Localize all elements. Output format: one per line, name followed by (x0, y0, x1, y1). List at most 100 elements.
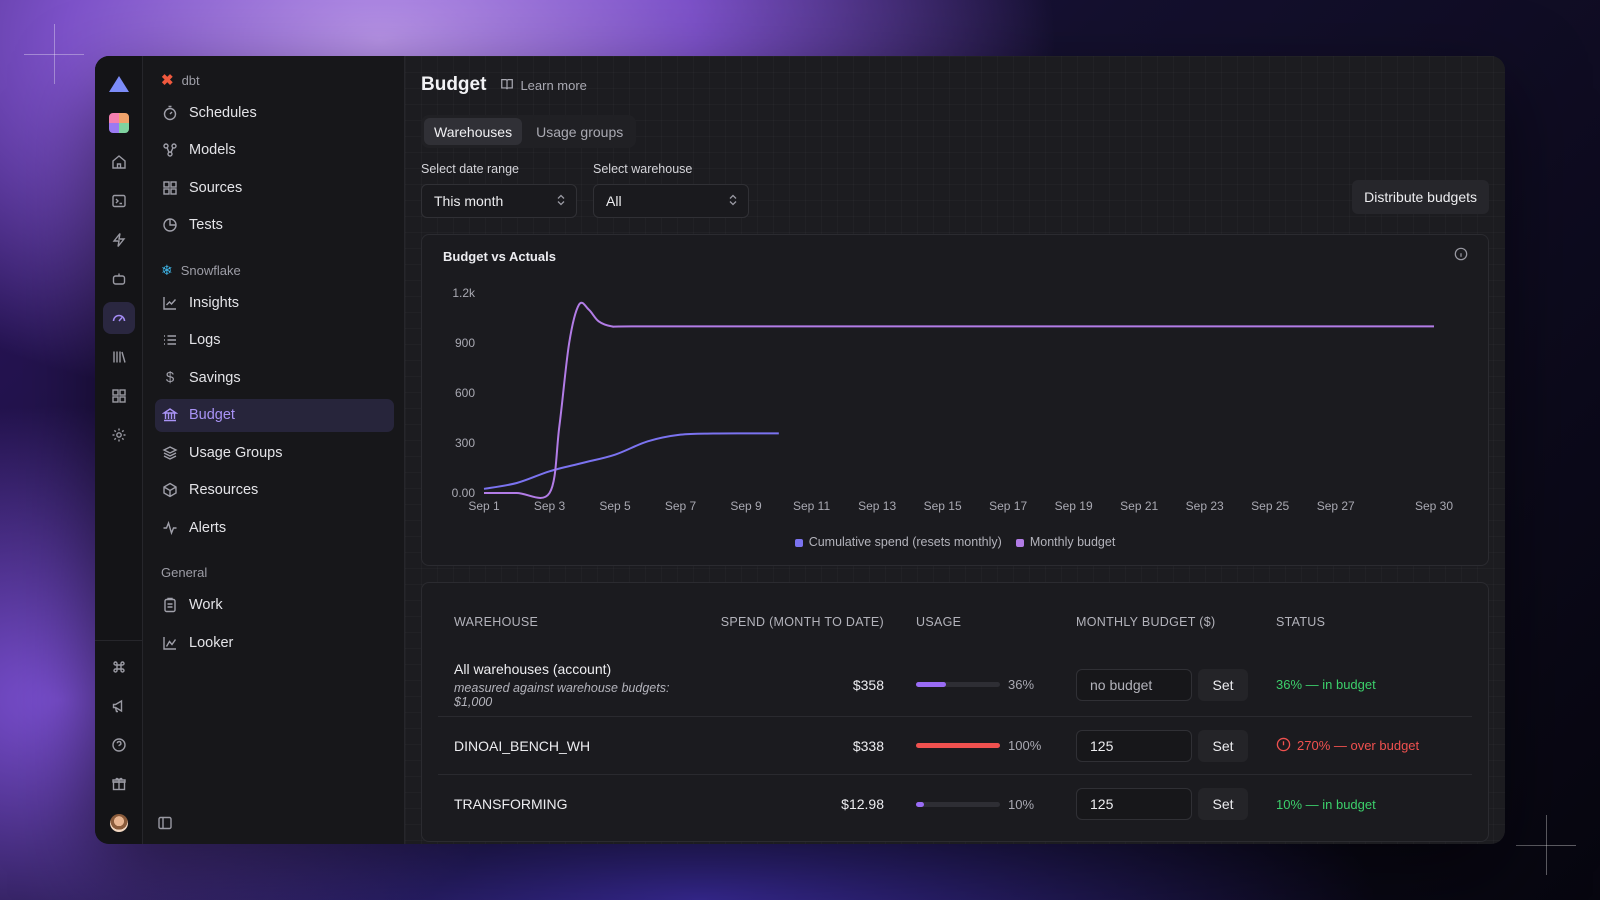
x-tick-label: Sep 1 (468, 499, 500, 513)
status-badge: 36% — in budget (1276, 677, 1376, 692)
box-icon (162, 482, 178, 498)
terminal-icon[interactable] (103, 185, 135, 217)
filters: Select date range This month Select ware… (421, 162, 1489, 218)
sidebar-item-work[interactable]: Work (155, 589, 394, 622)
timer-icon (162, 105, 178, 121)
usage-bar (916, 743, 1000, 748)
budget-vs-actuals-chart: 0.00 300 600 900 1.2k Sep 1 Sep 3 Sep 5 Sep 7 Sep… (452, 286, 1454, 513)
sidebar-item-insights[interactable]: Insights (155, 286, 394, 319)
apps-icon[interactable] (103, 380, 135, 412)
info-icon[interactable] (1454, 247, 1468, 266)
bolt-icon[interactable] (103, 224, 135, 256)
sidebar-item-usage-groups[interactable]: Usage Groups (155, 436, 394, 469)
distribute-budgets-button[interactable]: Distribute budgets (1352, 180, 1489, 214)
warehouse-subtitle: measured against warehouse budgets: $1,0… (454, 680, 670, 709)
x-tick-label: Sep 11 (793, 499, 830, 513)
home-icon[interactable] (103, 146, 135, 178)
models-icon (162, 142, 178, 158)
learn-more-link[interactable]: Learn more (500, 77, 587, 94)
x-tick-label: Sep 25 (1251, 499, 1289, 513)
col-usage: USAGE (916, 615, 962, 629)
sidebar-item-savings[interactable]: $ Savings (155, 361, 394, 394)
spend-value: $338 (852, 737, 884, 754)
megaphone-icon[interactable] (103, 690, 135, 722)
budget-input[interactable]: 125 (1076, 729, 1192, 762)
sidebar-item-schedules[interactable]: Schedules (155, 96, 394, 129)
usage-percent: 36% (1008, 677, 1035, 692)
date-range-select[interactable]: This month (421, 184, 577, 218)
y-tick-label: 1.2k (452, 286, 476, 300)
section-snowflake: ❄ Snowflake (161, 261, 241, 278)
gauge-icon[interactable] (102, 302, 135, 334)
pie-icon (162, 217, 178, 233)
sidebar-item-budget[interactable]: Budget (155, 398, 394, 432)
col-spend: SPEND (MONTH TO DATE) (720, 615, 884, 629)
logo-icon[interactable] (103, 68, 135, 100)
sidebar-item-models[interactable]: Models (155, 134, 394, 167)
avatar[interactable] (103, 807, 135, 839)
tab-warehouses[interactable]: Warehouses (424, 118, 523, 145)
bank-icon (162, 407, 178, 423)
usage-bar (916, 801, 1000, 807)
warehouse-filter: Select warehouse All (593, 162, 749, 218)
view-tabs: Warehouses Usage groups (421, 115, 637, 148)
line-chart-icon (162, 635, 178, 651)
pulse-icon (162, 520, 178, 536)
x-tick-label: Sep 19 (1055, 499, 1093, 513)
app-window: ✖ dbt Schedules Models Sources Tests ❄ S… (95, 56, 1505, 844)
section-general: General (161, 565, 208, 580)
set-budget-button[interactable]: Set (1198, 668, 1248, 701)
table-row[interactable]: All warehouses (account) measured agains… (438, 653, 1472, 717)
col-warehouse: WAREHOUSE (454, 615, 539, 629)
y-tick-label: 300 (455, 436, 475, 450)
usage-bar (916, 682, 1000, 687)
gift-icon[interactable] (103, 768, 135, 800)
grid-icon (162, 180, 178, 196)
settings-icon[interactable] (103, 419, 135, 451)
x-tick-label: Sep 3 (534, 499, 566, 513)
bot-icon[interactable] (103, 263, 135, 295)
sidebar-item-resources[interactable]: Resources (155, 474, 394, 507)
library-icon[interactable] (103, 341, 135, 373)
command-icon[interactable] (103, 651, 135, 683)
col-monthly-budget: MONTHLY BUDGET ($) (1076, 615, 1216, 629)
sidebar-item-looker[interactable]: Looker (155, 626, 394, 659)
table-row[interactable]: TRANSFORMING $12.98 10% 125 Set 10% — in… (438, 775, 1472, 833)
y-tick-label: 600 (455, 386, 475, 400)
y-tick-label: 900 (455, 336, 475, 350)
x-tick-label: Sep 23 (1186, 499, 1224, 513)
snowflake-logo-icon: ❄ (161, 261, 173, 278)
section-dbt: ✖ dbt (161, 72, 200, 89)
tab-usage-groups[interactable]: Usage groups (536, 123, 624, 140)
sidebar-item-alerts[interactable]: Alerts (155, 511, 394, 544)
set-budget-button[interactable]: Set (1198, 729, 1248, 762)
workspace-icon[interactable] (103, 107, 135, 139)
x-tick-label: Sep 21 (1120, 499, 1158, 513)
sidebar-item-tests[interactable]: Tests (155, 209, 394, 242)
sidebar-item-sources[interactable]: Sources (155, 171, 394, 204)
help-icon[interactable] (103, 729, 135, 761)
x-tick-label: Sep 5 (599, 499, 631, 513)
alert-circle-icon (1276, 737, 1291, 755)
table-header: WAREHOUSE SPEND (MONTH TO DATE) USAGE MO… (438, 583, 1472, 653)
spend-value: $358 (852, 676, 884, 693)
x-tick-label: Sep 15 (924, 499, 962, 513)
dbt-logo-icon: ✖ (161, 72, 174, 89)
sidebar-toggle-icon[interactable] (157, 815, 173, 836)
warehouse-select[interactable]: All (593, 184, 749, 218)
budget-input[interactable]: no budget (1076, 668, 1192, 701)
usage-percent: 10% (1008, 796, 1035, 812)
table-row[interactable]: DINOAI_BENCH_WH $338 100% 125 Set 270% —… (438, 717, 1472, 775)
sidebar-item-logs[interactable]: Logs (155, 324, 394, 357)
budget-input[interactable]: 125 (1076, 788, 1192, 820)
date-range-label: Select date range (421, 162, 519, 176)
date-range-filter: Select date range This month (421, 162, 577, 218)
set-budget-button[interactable]: Set (1198, 788, 1248, 820)
chevron-updown-icon (556, 193, 566, 209)
series-line-cumulative-spend (483, 432, 779, 490)
clipboard-icon (162, 597, 178, 613)
budget-chart-card: Budget vs Actuals 0.00 300 600 900 1.2k Sep 1… (421, 234, 1489, 566)
series-line-monthly-budget (483, 301, 1434, 499)
page-title: Budget (421, 74, 487, 95)
warehouse-name: DINOAI_BENCH_WH (454, 737, 591, 754)
